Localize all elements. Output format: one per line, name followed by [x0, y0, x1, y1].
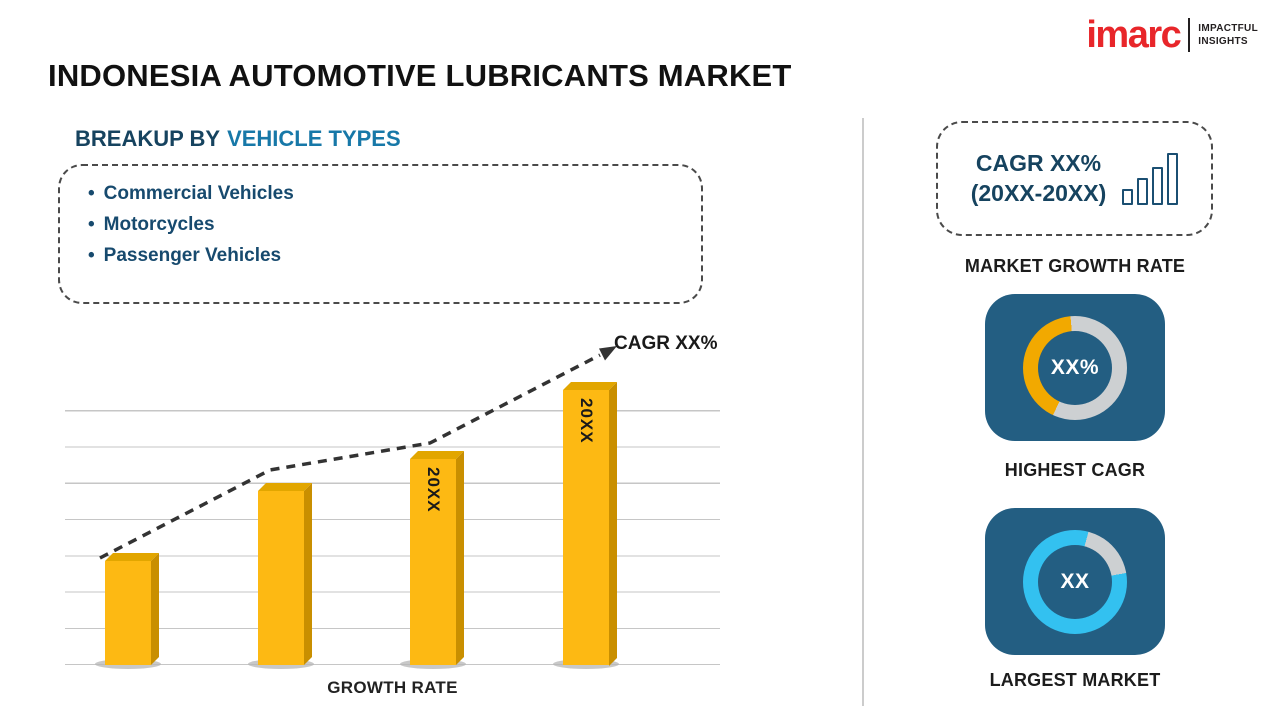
list-item-label: Commercial Vehicles: [103, 183, 294, 204]
bar-group: [248, 375, 314, 669]
largest-market-donut: XX: [1023, 529, 1127, 634]
market-growth-rate-label: MARKET GROWTH RATE: [964, 256, 1186, 276]
list-item: • Motorcycles: [88, 209, 681, 240]
cagr-box-text: CAGR XX% (20XX-20XX): [971, 149, 1107, 209]
breakup-heading-prefix: BREAKUP BY: [75, 126, 221, 151]
cagr-box-line1: CAGR XX%: [975, 149, 1102, 176]
breakup-heading-highlight: VEHICLE TYPES: [227, 126, 401, 151]
list-item-label: Motorcycles: [103, 214, 215, 235]
bullet-icon: •: [88, 214, 95, 235]
vertical-divider: [862, 118, 864, 706]
logo-tagline-line2: INSIGHTS: [1198, 36, 1248, 47]
bar: [105, 560, 151, 665]
bar-group: [95, 375, 161, 669]
cagr-box: CAGR XX% (20XX-20XX): [936, 121, 1213, 236]
chart-x-axis-label: GROWTH RATE: [327, 678, 458, 697]
highest-cagr-card: XX%: [985, 294, 1165, 441]
logo-tagline-line1: IMPACTFUL: [1198, 23, 1258, 34]
ascending-bars-icon: [1122, 152, 1179, 205]
highest-cagr-donut: XX%: [1023, 315, 1127, 420]
bar-group: 20XX: [553, 375, 619, 669]
list-item-label: Passenger Vehicles: [103, 245, 282, 266]
cagr-box-line2: (20XX-20XX): [970, 179, 1107, 206]
bar-label: 20XX: [577, 397, 596, 444]
bar-group: 20XX: [400, 375, 466, 669]
vehicle-types-list: • Commercial Vehicles • Motorcycles • Passe…: [88, 178, 681, 271]
largest-market-label: LARGEST MARKET: [989, 670, 1161, 690]
imarc-logo: imarc IMPACTFUL INSIGHTS: [1086, 16, 1258, 54]
bullet-icon: •: [88, 245, 95, 266]
trend-arrow: [99, 346, 617, 560]
bar: 20XX: [410, 459, 456, 665]
list-item: • Commercial Vehicles: [88, 178, 681, 209]
logo-divider: [1188, 18, 1191, 52]
trend-cagr-label: CAGR XX%: [614, 333, 718, 354]
highest-cagr-value: XX%: [1050, 355, 1100, 379]
list-item: • Passenger Vehicles: [88, 240, 681, 271]
vehicle-types-box: • Commercial Vehicles • Motorcycles • Passe…: [58, 164, 703, 304]
highest-cagr-label: HIGHEST CAGR: [1004, 460, 1146, 480]
bar: 20XX: [563, 389, 609, 665]
bullet-icon: •: [88, 183, 95, 204]
logo-tagline: IMPACTFUL INSIGHTS: [1198, 22, 1258, 48]
growth-bar-chart: 20XX 20XX CAGR XX% GROWTH RATE: [65, 333, 720, 697]
bar-label: 20XX: [424, 467, 443, 513]
logo-brand: imarc: [1086, 14, 1181, 56]
largest-market-card: XX: [985, 508, 1165, 655]
page-title: INDONESIA AUTOMOTIVE LUBRICANTS MARKET: [48, 58, 792, 93]
bar: [258, 491, 304, 665]
breakup-heading: BREAKUP BY VEHICLE TYPES: [75, 126, 401, 152]
largest-market-value: XX: [1060, 569, 1090, 593]
